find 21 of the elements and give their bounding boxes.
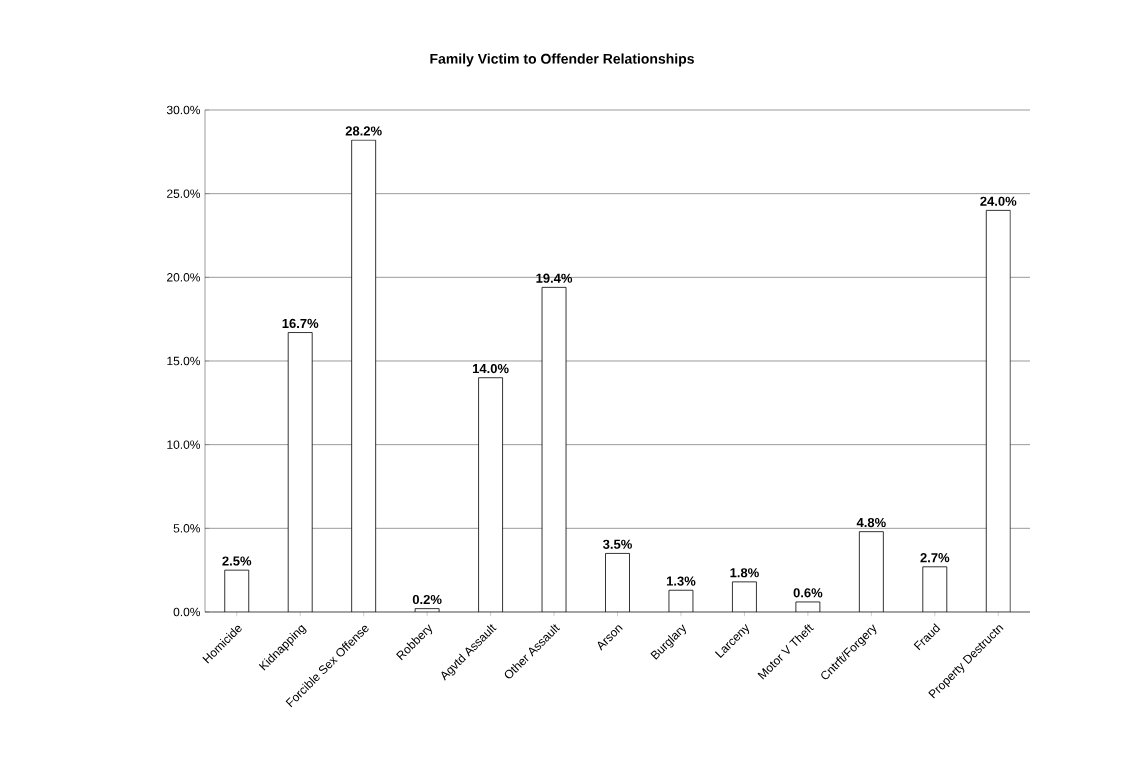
y-tick-label: 5.0% bbox=[173, 524, 201, 533]
y-tick-label: 20.0% bbox=[167, 273, 201, 282]
data-label: 4.8% bbox=[856, 517, 886, 528]
chart-title: Family Victim to Offender Relationships bbox=[430, 53, 694, 67]
data-label: 3.5% bbox=[602, 539, 632, 549]
data-label: 19.4% bbox=[536, 273, 573, 283]
data-label: 28.2% bbox=[345, 126, 382, 136]
y-tick-label: 0.0% bbox=[173, 607, 201, 617]
data-label: 2.5% bbox=[222, 556, 252, 566]
data-label: 1.8% bbox=[730, 568, 759, 578]
data-label: 16.7% bbox=[282, 318, 319, 329]
data-label: 2.7% bbox=[920, 553, 950, 563]
y-tick-label: 30.0% bbox=[166, 105, 201, 115]
y-tick-label: 25.0% bbox=[167, 189, 201, 198]
data-label: 14.0% bbox=[472, 363, 509, 374]
data-label: 0.6% bbox=[793, 588, 823, 598]
y-tick-label: 10.0% bbox=[167, 440, 201, 449]
data-label: 24.0% bbox=[980, 196, 1017, 206]
y-tick-label: 15.0% bbox=[167, 356, 201, 366]
data-label: 0.2% bbox=[412, 594, 442, 605]
data-label: 1.3% bbox=[666, 576, 696, 586]
